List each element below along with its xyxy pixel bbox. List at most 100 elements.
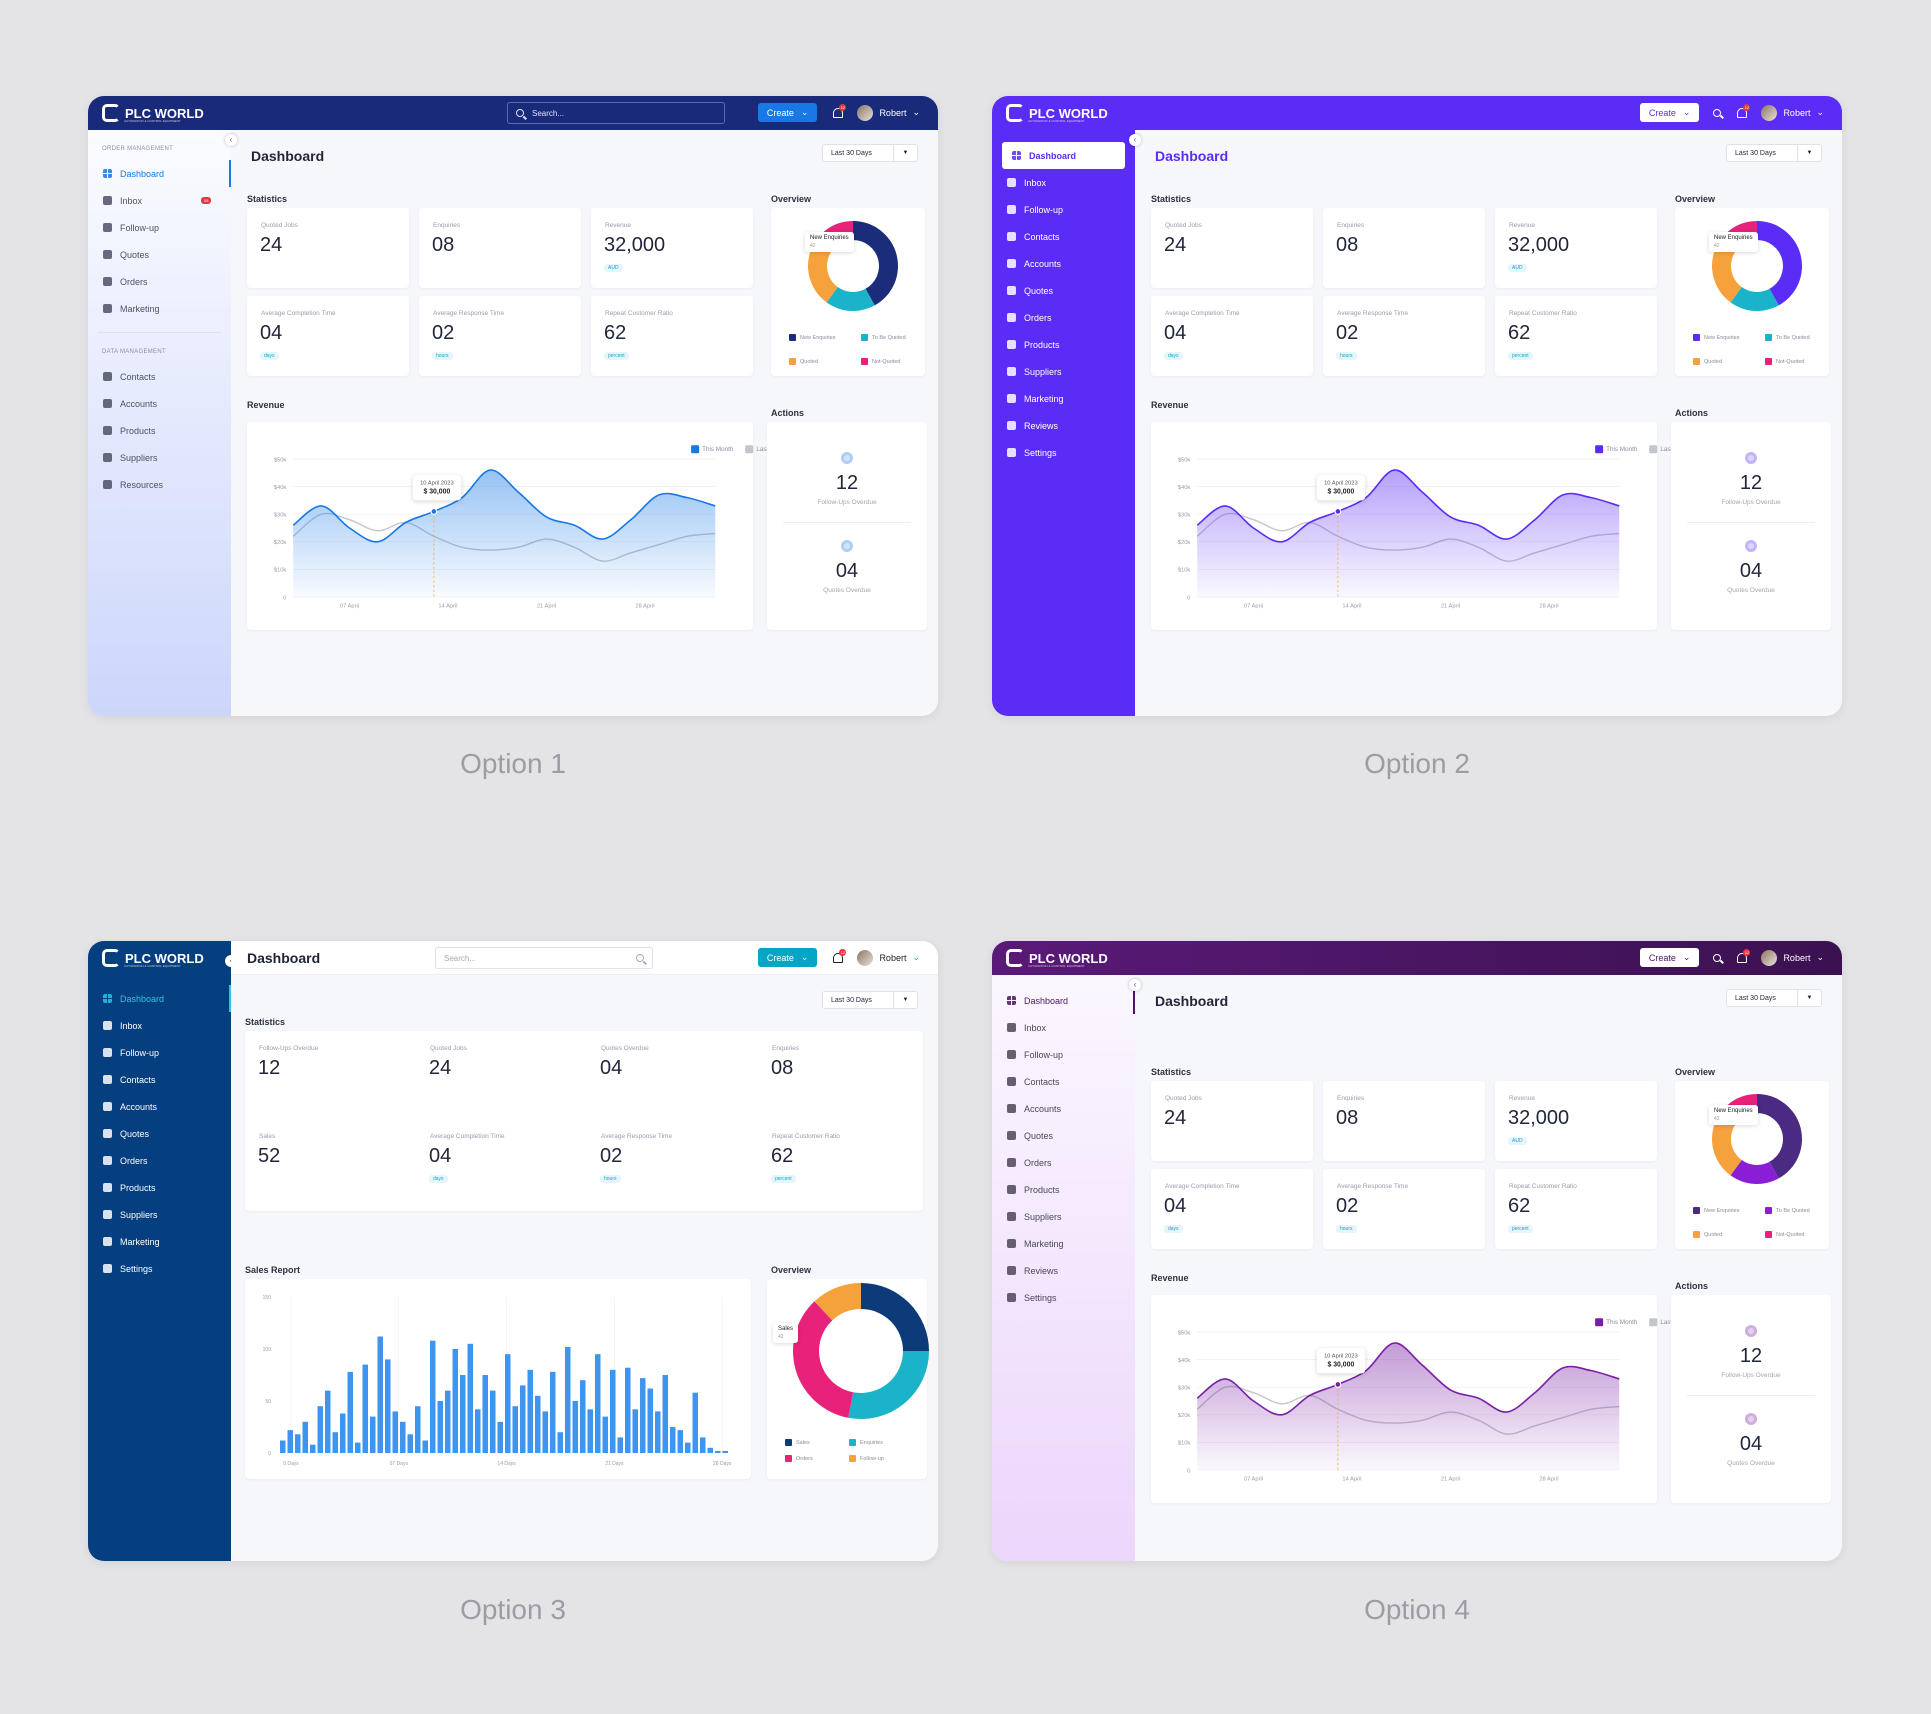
bar[interactable] (467, 1343, 474, 1453)
bar[interactable] (512, 1406, 519, 1453)
bar[interactable] (362, 1364, 369, 1453)
sidebar-item-contacts[interactable]: Contacts (992, 1068, 1135, 1095)
bar[interactable] (640, 1378, 646, 1453)
bar[interactable] (602, 1416, 609, 1453)
action-value[interactable]: 12 (1739, 1345, 1763, 1367)
hover-point[interactable] (1334, 507, 1342, 515)
create-button[interactable]: Create ⌄ (757, 103, 818, 122)
bar[interactable] (542, 1411, 549, 1453)
hover-point[interactable] (1334, 1380, 1342, 1388)
bar[interactable] (370, 1416, 376, 1453)
bar[interactable] (310, 1444, 316, 1453)
legend-item[interactable]: Quoted (1693, 358, 1722, 365)
bar[interactable] (700, 1437, 706, 1453)
legend-item[interactable]: Quoted (789, 358, 818, 365)
sidebar-item-inbox[interactable]: Inbox (88, 1012, 231, 1039)
legend-item[interactable]: Not-Quoted (1765, 1231, 1804, 1238)
stat-quotes-overdue[interactable]: Quotes Overdue 04 (587, 1031, 747, 1111)
stat-card-quoted-jobs[interactable]: Quoted Jobs 24 (247, 208, 409, 288)
search-icon[interactable] (1713, 108, 1722, 117)
bar[interactable] (670, 1427, 676, 1453)
sidebar-item-marketing[interactable]: Marketing (88, 1228, 231, 1255)
sidebar-item-follow-up[interactable]: Follow-up (992, 196, 1135, 223)
legend-item[interactable]: Not-Quoted (861, 358, 900, 365)
bar[interactable] (490, 1390, 496, 1453)
sidebar-item-accounts[interactable]: Accounts (88, 1093, 231, 1120)
legend-item[interactable]: To Be Quoted (1765, 1207, 1810, 1214)
bar[interactable] (692, 1392, 699, 1453)
sidebar-item-settings[interactable]: Settings (992, 1284, 1135, 1311)
sidebar-item-follow-up[interactable]: Follow-up (88, 214, 231, 241)
sidebar-item-marketing[interactable]: Marketing (88, 295, 231, 322)
create-button[interactable]: Create ⌄ (757, 948, 818, 967)
legend-item[interactable]: This Month (690, 445, 733, 454)
stat-card-average-completion-time[interactable]: Average Completion Time 04 days (1151, 1169, 1313, 1249)
sidebar-item-orders[interactable]: Orders (88, 268, 231, 295)
bar[interactable] (580, 1380, 586, 1453)
legend-item[interactable]: This Month (1594, 1318, 1637, 1327)
donut-slice[interactable] (853, 221, 898, 306)
sidebar-item-reviews[interactable]: Reviews (992, 412, 1135, 439)
stat-card-repeat-customer-ratio[interactable]: Repeat Customer Ratio 62 percent (591, 296, 753, 376)
sidebar-item-contacts[interactable]: Contacts (992, 223, 1135, 250)
sidebar-item-settings[interactable]: Settings (992, 439, 1135, 466)
legend-item[interactable]: Sales (785, 1439, 810, 1446)
hover-point[interactable] (430, 507, 438, 515)
bar[interactable] (280, 1440, 286, 1453)
brand-logo[interactable]: PLC WORLD AUTOMATION & CONTROL EQUIPMENT (102, 104, 204, 123)
legend-item[interactable]: Not-Quoted (1765, 358, 1804, 365)
bar[interactable] (475, 1409, 481, 1453)
stat-average-response-time[interactable]: Average Response Time 02 hours (587, 1119, 747, 1199)
bar[interactable] (482, 1375, 489, 1453)
user-menu[interactable]: Robert ⌄ (1761, 949, 1824, 966)
legend-item[interactable]: Quoted (1693, 1231, 1722, 1238)
bar[interactable] (422, 1440, 429, 1453)
bar[interactable] (505, 1354, 511, 1453)
collapse-sidebar-button[interactable]: ‹ (225, 134, 237, 146)
sidebar-item-inbox[interactable]: Inbox 05 (88, 187, 231, 214)
donut-slice[interactable] (1757, 221, 1802, 306)
collapse-sidebar-button[interactable]: ‹ (1129, 134, 1141, 146)
bar[interactable] (557, 1432, 564, 1453)
bar[interactable] (572, 1401, 579, 1453)
bell-icon[interactable]: 12 (831, 103, 847, 119)
user-menu[interactable]: Robert ⌄ (857, 104, 920, 121)
bar[interactable] (325, 1390, 331, 1453)
bar[interactable] (625, 1367, 631, 1453)
bar[interactable] (595, 1354, 601, 1453)
sidebar-item-settings[interactable]: Settings (88, 1255, 231, 1282)
sidebar-item-accounts[interactable]: Accounts (992, 1095, 1135, 1122)
user-menu[interactable]: Robert ⌄ (1761, 104, 1824, 121)
stat-card-average-completion-time[interactable]: Average Completion Time 04 days (1151, 296, 1313, 376)
legend-item[interactable]: To Be Quoted (861, 334, 906, 341)
bar[interactable] (302, 1421, 309, 1453)
sidebar-item-products[interactable]: Products (992, 1176, 1135, 1203)
sidebar-item-inbox[interactable]: Inbox (992, 169, 1135, 196)
legend-item[interactable]: Follow-up (849, 1455, 884, 1462)
bar[interactable] (707, 1447, 714, 1453)
donut-slice[interactable] (1757, 1094, 1802, 1179)
bar[interactable] (632, 1409, 639, 1453)
bar[interactable] (452, 1349, 459, 1453)
sidebar-item-dashboard[interactable]: Dashboard (88, 985, 231, 1012)
donut-slice[interactable] (848, 1351, 929, 1419)
stat-card-repeat-customer-ratio[interactable]: Repeat Customer Ratio 62 percent (1495, 296, 1657, 376)
bar[interactable] (317, 1406, 324, 1453)
bell-icon[interactable]: 12 (1735, 103, 1751, 119)
stat-card-quoted-jobs[interactable]: Quoted Jobs 24 (1151, 208, 1313, 288)
donut-slice[interactable] (826, 287, 875, 311)
bar[interactable] (647, 1388, 654, 1453)
sidebar-item-quotes[interactable]: Quotes (88, 1120, 231, 1147)
bar[interactable] (497, 1421, 504, 1453)
legend-item[interactable]: Orders (785, 1455, 813, 1462)
sidebar-item-follow-up[interactable]: Follow-up (992, 1041, 1135, 1068)
legend-item[interactable]: Enquiries (849, 1439, 883, 1446)
sidebar-item-dashboard[interactable]: Dashboard (992, 987, 1135, 1014)
brand-logo[interactable]: PLC WORLD AUTOMATION & CONTROL EQUIPMENT (1006, 949, 1108, 968)
create-button[interactable]: Create ⌄ (1639, 948, 1700, 967)
stat-card-revenue[interactable]: Revenue 32,000 AUD (1495, 1081, 1657, 1161)
bar[interactable] (445, 1390, 451, 1453)
donut-slice[interactable] (814, 1283, 861, 1321)
sidebar-item-follow-up[interactable]: Follow-up (88, 1039, 231, 1066)
bar[interactable] (415, 1406, 421, 1453)
